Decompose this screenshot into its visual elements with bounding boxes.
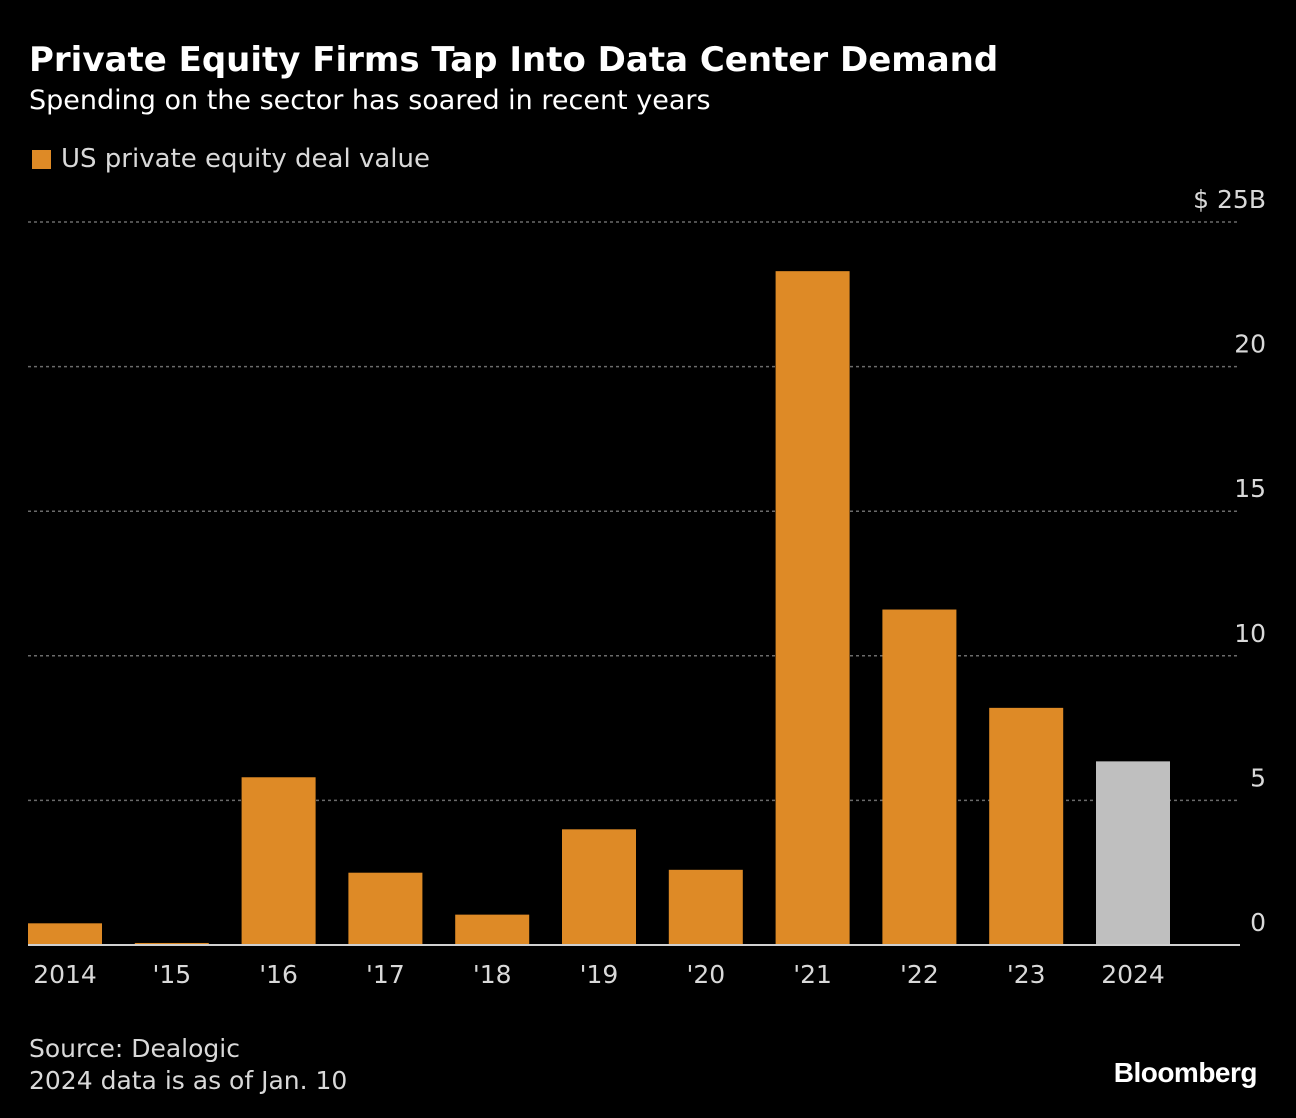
bloomberg-logo: Bloomberg xyxy=(1113,1057,1258,1088)
y-axis-ticks: 0 5 10 15 20 $ 25B xyxy=(1193,185,1266,937)
y-tick-label-0: 0 xyxy=(1250,908,1266,937)
x-tick-label-16: '16 xyxy=(259,960,298,989)
x-tick-label-20: '20 xyxy=(686,960,725,989)
y-tick-label-15: 15 xyxy=(1234,474,1266,503)
x-axis-ticks: 2014 '15 '16 '17 '18 '19 '20 '21 '22 '23 2024 xyxy=(33,960,1165,989)
footer-notes: Source: Dealogic 2024 data is as of Jan.… xyxy=(29,1033,347,1097)
bar-20 xyxy=(668,869,743,945)
y-tick-label-25: $ 25B xyxy=(1193,185,1266,214)
legend: US private equity deal value xyxy=(32,144,430,174)
bar-22 xyxy=(882,609,957,945)
y-tick-label-5: 5 xyxy=(1250,763,1266,792)
y-tick-label-20: 20 xyxy=(1234,330,1266,359)
bar-16 xyxy=(241,777,316,945)
chart-title: Private Equity Firms Tap Into Data Cente… xyxy=(29,40,999,80)
bar-23 xyxy=(989,707,1064,945)
bar-19 xyxy=(562,829,636,945)
bar-18 xyxy=(455,914,530,945)
bar-21 xyxy=(775,271,850,945)
x-tick-label-19: '19 xyxy=(580,960,619,989)
legend-label: US private equity deal value xyxy=(61,144,430,174)
x-tick-label-15: '15 xyxy=(152,960,191,989)
bars xyxy=(28,271,1170,945)
chart-subtitle: Spending on the sector has soared in rec… xyxy=(29,85,711,116)
data-note: 2024 data is as of Jan. 10 xyxy=(29,1066,348,1095)
source-note: Source: Dealogic xyxy=(29,1034,240,1063)
x-tick-label-18: '18 xyxy=(473,960,512,989)
y-tick-label-10: 10 xyxy=(1234,619,1266,648)
bar-17 xyxy=(348,872,423,945)
x-tick-label-2024: 2024 xyxy=(1101,960,1165,989)
bar-15 xyxy=(134,942,209,945)
x-tick-label-21: '21 xyxy=(793,960,832,989)
x-tick-label-17: '17 xyxy=(366,960,405,989)
legend-swatch xyxy=(32,149,51,169)
bar-2024 xyxy=(1096,761,1170,945)
x-tick-label-2014: 2014 xyxy=(33,960,97,989)
x-tick-label-22: '22 xyxy=(900,960,939,989)
bar-2014 xyxy=(28,923,102,945)
x-tick-label-23: '23 xyxy=(1007,960,1046,989)
